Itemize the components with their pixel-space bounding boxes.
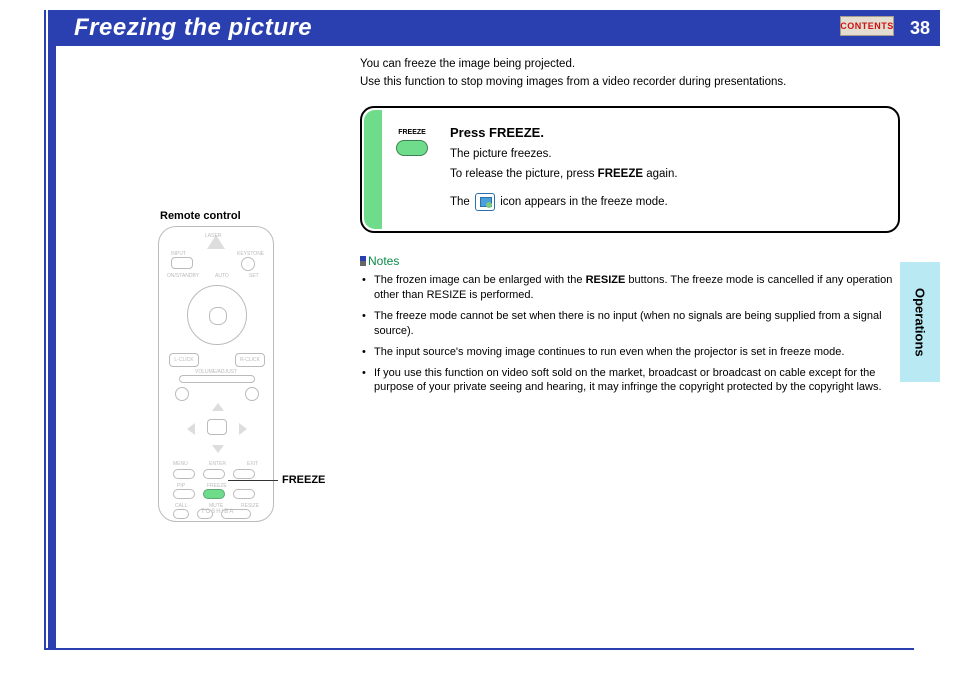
notes-list: The frozen image can be enlarged with th…: [360, 273, 900, 395]
remote-button: [233, 489, 255, 499]
callout-line-1: The picture freezes.: [450, 146, 880, 162]
freeze-pointer-label: FREEZE: [282, 474, 325, 486]
note-bold: RESIZE: [586, 274, 626, 286]
remote-button: [241, 257, 255, 271]
note-item: The frozen image can be enlarged with th…: [360, 273, 900, 303]
remote-text-set: SET: [249, 273, 259, 279]
callout-line-3: The icon appears in the freeze mode.: [450, 193, 880, 211]
remote-brand: TOSHIBA: [201, 509, 234, 515]
callout-heading: Press FREEZE.: [450, 124, 880, 142]
remote-freeze-button: [203, 489, 225, 499]
callout-line2-pre: To release the picture, press: [450, 168, 598, 180]
page-title: Freezing the picture: [74, 14, 312, 42]
freeze-key-graphic: FREEZE: [396, 128, 428, 156]
intro-line-1: You can freeze the image being projected…: [360, 56, 900, 72]
callout-line2-bold: FREEZE: [598, 168, 643, 180]
remote-button: [233, 469, 255, 479]
note-item: If you use this function on video soft s…: [360, 366, 900, 396]
notes-header: Notes: [360, 253, 900, 270]
note-text: The input source's moving image continue…: [374, 346, 844, 358]
callout-line2-post: again.: [643, 168, 678, 180]
chevron-up-icon: [212, 403, 224, 411]
callout-line3-pre: The: [450, 196, 473, 208]
remote-control-label: Remote control: [160, 210, 241, 222]
page-number: 38: [910, 18, 930, 39]
remote-button: [175, 387, 189, 401]
remote-text-laser: LASER: [205, 233, 221, 239]
callout-line-2: To release the picture, press FREEZE aga…: [450, 166, 880, 182]
remote-dpad-icon: [187, 285, 247, 345]
remote-button: [173, 509, 189, 519]
remote-text-auto: AUTO: [215, 273, 229, 279]
freeze-key-icon: [396, 140, 428, 156]
section-tab: Operations: [900, 262, 940, 382]
freeze-pointer-line: [228, 480, 278, 481]
note-text: The frozen image can be enlarged with th…: [374, 274, 586, 286]
chevron-down-icon: [212, 445, 224, 453]
remote-rclick: R-CLICK: [235, 353, 265, 367]
instruction-callout: FREEZE Press FREEZE. The picture freezes…: [360, 106, 900, 232]
freeze-key-label: FREEZE: [396, 128, 428, 138]
remote-body: INPUT LASER KEYSTONE ON/STANDBY AUTO SET…: [158, 226, 274, 522]
note-item: The input source's moving image continue…: [360, 345, 900, 360]
callout-line3-post: icon appears in the freeze mode.: [497, 196, 668, 208]
remote-button: [203, 469, 225, 479]
remote-lclick: L-CLICK: [169, 353, 199, 367]
intro-line-2: Use this function to stop moving images …: [360, 74, 900, 90]
chevron-right-icon: [239, 423, 247, 435]
notes-bullet-icon: [360, 256, 366, 266]
remote-volume-bar: [179, 375, 255, 383]
remote-text-onstandby: ON/STANDBY: [167, 273, 199, 279]
note-item: The freeze mode cannot be set when there…: [360, 309, 900, 339]
note-text: If you use this function on video soft s…: [374, 367, 882, 394]
notes-label: Notes: [368, 254, 399, 268]
remote-button: [171, 257, 193, 269]
remote-enter-button: [207, 419, 227, 435]
remote-button: [245, 387, 259, 401]
contents-button[interactable]: CONTENTS: [840, 16, 894, 36]
left-stripe: [48, 10, 56, 650]
chevron-left-icon: [187, 423, 195, 435]
remote-text-menu: MENU: [173, 461, 188, 467]
contents-label: CONTENTS: [840, 21, 894, 31]
intro-block: You can freeze the image being projected…: [360, 56, 900, 90]
content-column: You can freeze the image being projected…: [360, 56, 900, 401]
remote-control-diagram: INPUT LASER KEYSTONE ON/STANDBY AUTO SET…: [158, 226, 278, 526]
title-bar: Freezing the picture: [56, 10, 914, 46]
remote-text-exit: EXIT: [247, 461, 258, 467]
remote-text-enter: ENTER: [209, 461, 226, 467]
page-number-box: 38: [900, 10, 940, 46]
remote-button: [173, 489, 195, 499]
remote-button: [173, 469, 195, 479]
section-tab-label: Operations: [913, 288, 928, 357]
freeze-mode-icon: [475, 193, 495, 211]
note-text: The freeze mode cannot be set when there…: [374, 310, 882, 337]
